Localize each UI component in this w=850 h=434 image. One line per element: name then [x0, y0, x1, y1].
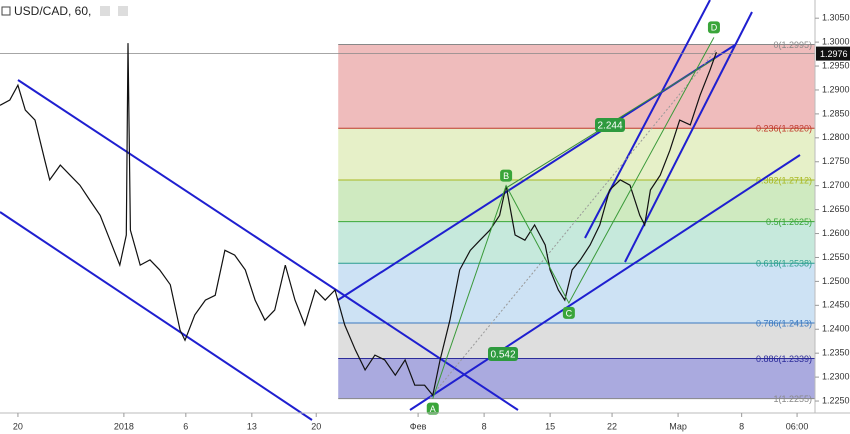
fib-label: 0.5(1.2625) [766, 217, 812, 227]
wave-label: B [503, 171, 509, 181]
y-tick-label: 1.3000 [822, 36, 850, 46]
fib-label: 0.382(1.2712) [756, 175, 812, 185]
wave-marker [500, 169, 513, 182]
fib-label: 0.236(1.2820) [756, 124, 812, 134]
y-tick-label: 1.2300 [822, 371, 850, 381]
price-tag [816, 46, 850, 61]
fib-band [338, 323, 815, 359]
x-tick-label: 13 [247, 421, 257, 431]
y-tick-label: 1.3050 [822, 13, 850, 23]
y-tick-label: 1.2600 [822, 228, 850, 238]
icon[interactable] [118, 6, 128, 16]
ratio-box [595, 118, 625, 132]
fib-band [338, 179, 815, 222]
x-tick-label: 2018 [114, 421, 134, 431]
x-tick-label: 8 [739, 421, 744, 431]
y-tick-label: 1.2700 [822, 180, 850, 190]
x-tick-label: 22 [607, 421, 617, 431]
fib-label: 0.618(1.2538) [756, 259, 812, 269]
price-layer: A B C D 2.244 0.542 [0, 21, 815, 415]
x-tick-label: Мар [669, 421, 687, 431]
price-tag-label: 1.2976 [820, 49, 848, 59]
x-tick-label: 06:00 [786, 421, 809, 431]
x-tick-label: 20 [311, 421, 321, 431]
x-tick-label: 6 [183, 421, 188, 431]
wave-label: D [711, 23, 718, 33]
x-tick-label: 15 [545, 421, 555, 431]
y-tick-label: 1.2650 [822, 204, 850, 214]
y-tick-label: 1.2550 [822, 252, 850, 262]
ratio-box [488, 347, 518, 361]
y-tick-label: 1.2950 [822, 60, 850, 70]
fib-band [338, 44, 815, 129]
y-tick-label: 1.2900 [822, 84, 850, 94]
fib-band [338, 358, 815, 399]
ratio-label: 0.542 [490, 350, 515, 361]
trend-line [0, 211, 313, 421]
y-tick-label: 1.2350 [822, 348, 850, 358]
fib-label: 0.886(1.2339) [756, 354, 812, 364]
trend-line [409, 154, 801, 411]
ratio-label: 2.244 [597, 121, 622, 132]
wave-marker [426, 402, 439, 415]
y-tick-label: 1.2750 [822, 156, 850, 166]
fib-band [338, 128, 815, 180]
y-tick-label: 1.2250 [822, 395, 850, 405]
fib-label: 0.786(1.2413) [756, 318, 812, 328]
x-tick-label: 20 [13, 421, 23, 431]
wave-marker [562, 306, 575, 319]
price-line [0, 43, 717, 397]
x-tick-label: 8 [482, 421, 487, 431]
trend-line [17, 79, 519, 411]
x-tick-label: Фев [410, 421, 427, 431]
fib-band [338, 221, 815, 264]
y-tick-label: 1.2850 [822, 108, 850, 118]
y-tick-label: 1.2800 [822, 132, 850, 142]
wave-label: C [566, 308, 573, 318]
wave-label: A [430, 404, 436, 414]
y-tick-label: 1.2450 [822, 300, 850, 310]
icon[interactable] [1, 6, 11, 16]
wave-marker [707, 21, 720, 34]
fib-label: 1(1.2255) [773, 394, 812, 404]
fib-layer: 0(1.2995) 0.236(1.2820) 0.382(1.2712) 0.5(1… [338, 40, 815, 404]
wave-path [432, 37, 715, 399]
y-tick-label: 1.2400 [822, 324, 850, 334]
guide-line [429, 49, 717, 399]
y-tick-label: 1.2500 [822, 276, 850, 286]
chart-title: USD/CAD, 60, [14, 4, 91, 18]
fib-label: 0(1.2995) [773, 40, 812, 50]
trend-line [584, 0, 711, 239]
fib-band [338, 263, 815, 324]
icon[interactable] [100, 6, 110, 16]
